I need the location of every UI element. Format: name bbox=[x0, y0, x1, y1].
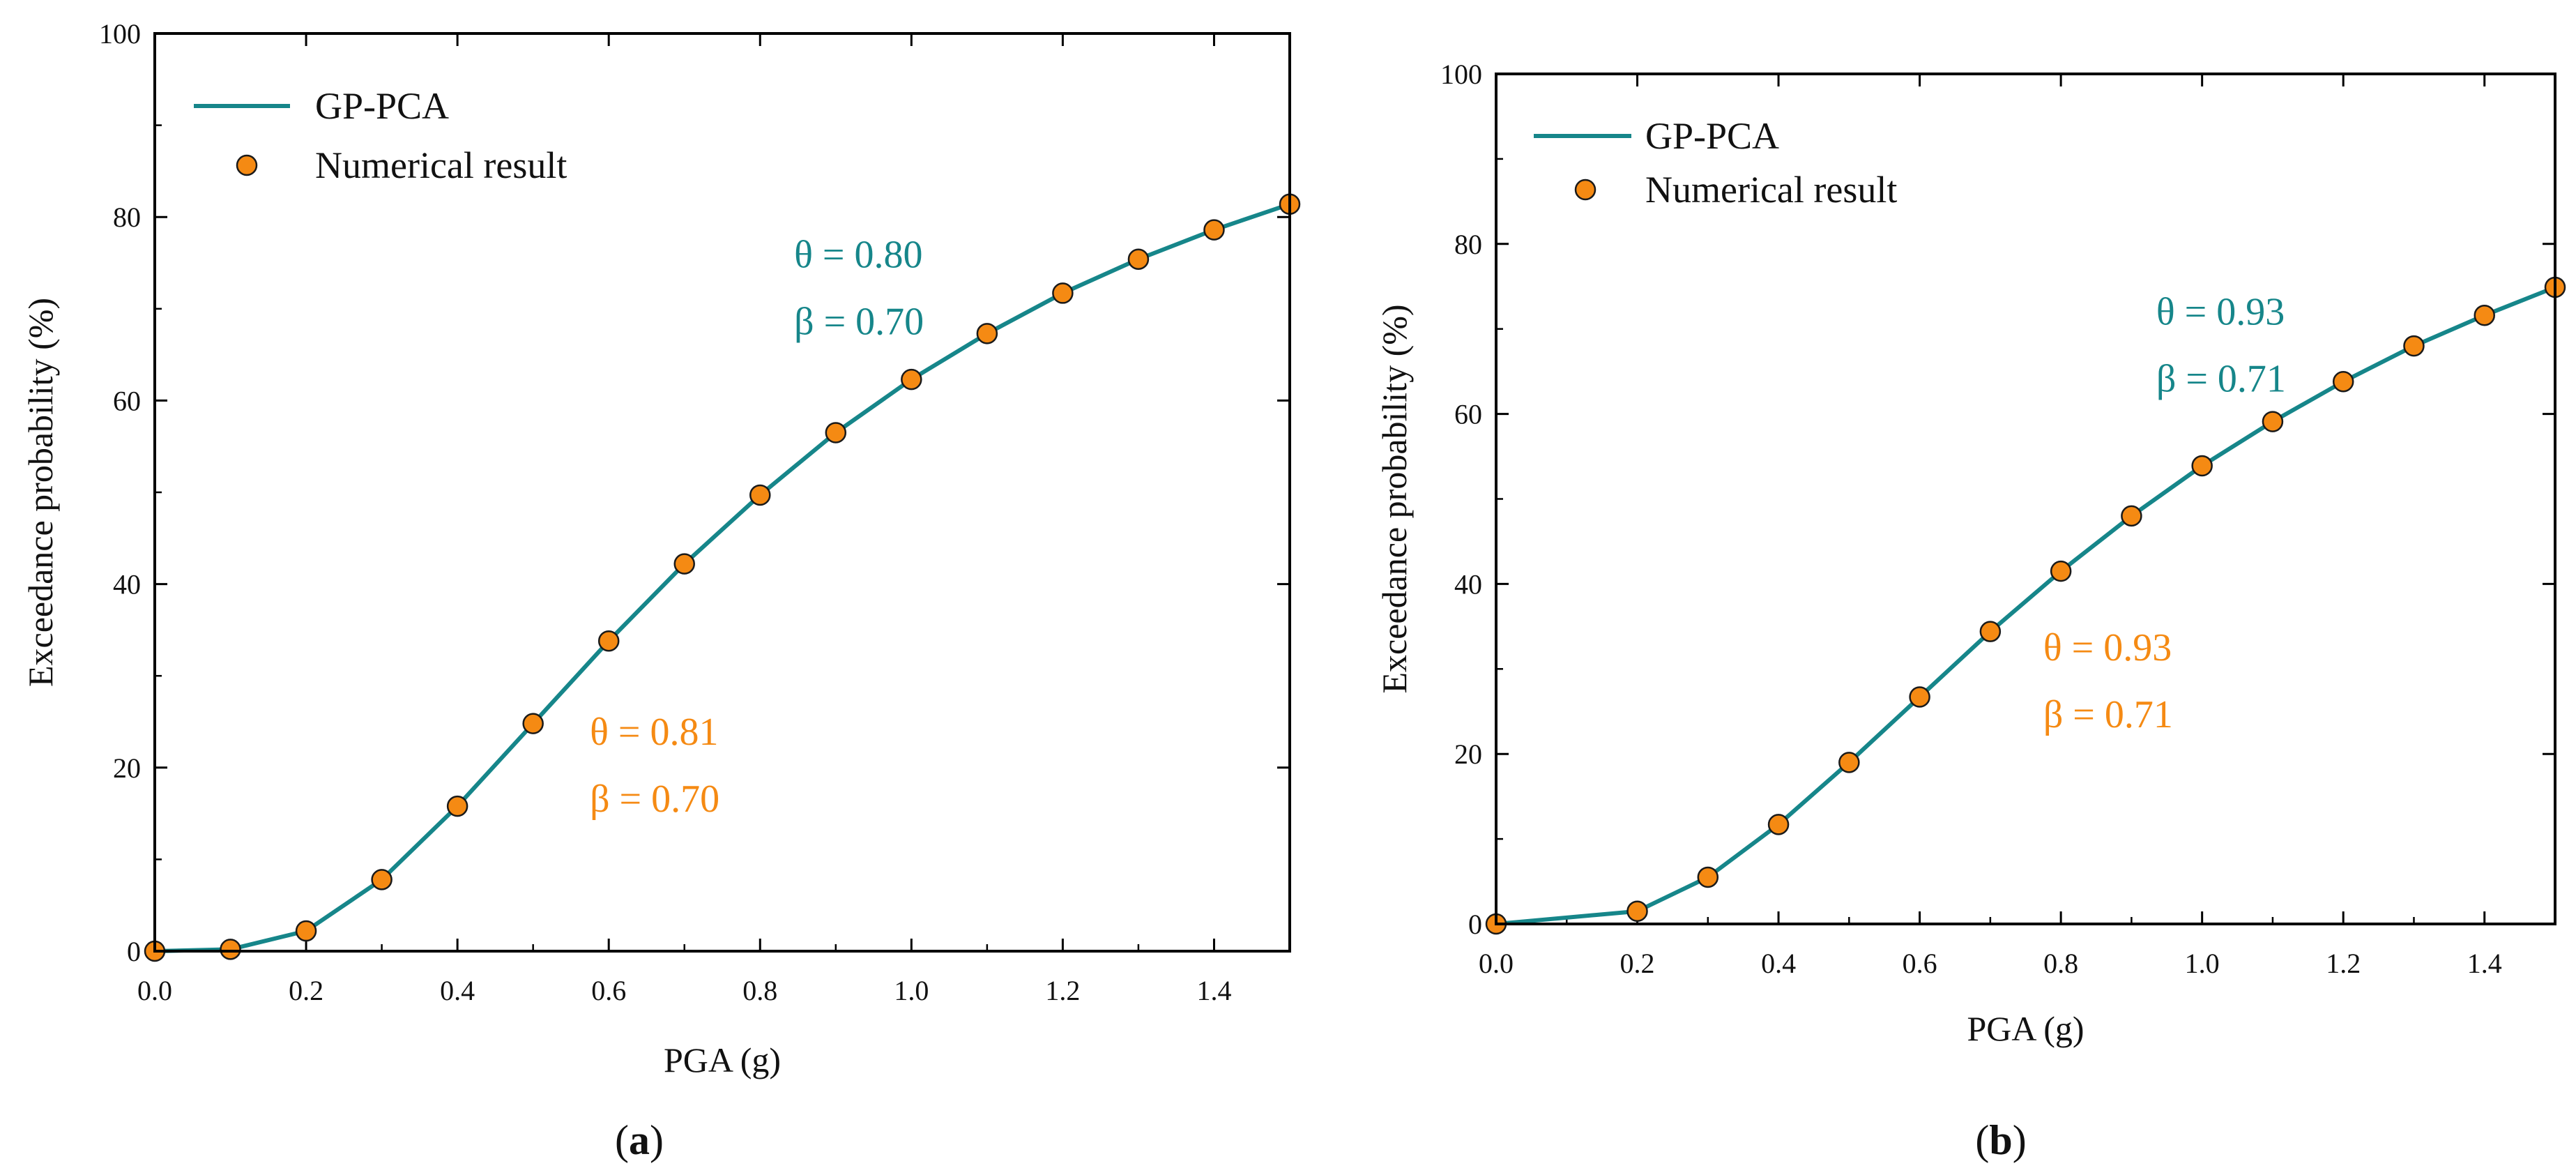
data-point-a-14 bbox=[1203, 219, 1225, 241]
data-point-a-3 bbox=[371, 869, 393, 890]
plot-frame-a bbox=[153, 32, 1291, 953]
annotation-b-line-beta: β = 0.71 bbox=[2156, 358, 2286, 401]
legend-label-gp-pca-a: GP-PCA bbox=[315, 85, 449, 127]
data-point-a-1 bbox=[220, 939, 241, 960]
annotation-a-line-theta: θ = 0.80 bbox=[794, 234, 922, 277]
annotations-a: θ = 0.80 β = 0.70 θ = 0.81 β = 0.70 bbox=[590, 234, 924, 821]
data-point-b-7 bbox=[2050, 560, 2072, 582]
x-tick-label-a-2: 0.4 bbox=[440, 975, 475, 1006]
data-point-a-2 bbox=[295, 920, 317, 942]
legend-b: GP-PCA Numerical result bbox=[1534, 115, 1897, 211]
y-tick-label-b-5: 100 bbox=[1440, 59, 1482, 90]
plot-marks-b: 0.0 0.2 0.4 0.6 0.8 1.0 1.2 1.4 0 20 40 60 80 100 bbox=[1440, 59, 2566, 979]
chart-panel-a: 0.0 0.2 0.4 0.6 0.8 1.0 1.2 1.4 0 20 40 60 80 100 GP-… bbox=[21, 18, 1301, 1163]
data-point-b-2 bbox=[1697, 866, 1719, 888]
legend-label-numerical-a: Numerical result bbox=[315, 144, 567, 186]
y-tick-label-a-3: 60 bbox=[113, 385, 141, 416]
data-point-a-12 bbox=[1052, 282, 1074, 304]
x-tick-label-b-0: 0.0 bbox=[1479, 948, 1514, 979]
y-tick-label-a-2: 40 bbox=[113, 569, 141, 600]
y-tick-label-b-4: 80 bbox=[1454, 229, 1482, 260]
data-point-a-9 bbox=[825, 422, 847, 444]
data-point-a-11 bbox=[976, 323, 998, 344]
panel-label-a: (a) bbox=[615, 1117, 664, 1163]
x-tick-label-a-5: 1.0 bbox=[894, 975, 929, 1006]
annotation-b-marker-theta: θ = 0.93 bbox=[2043, 626, 2172, 669]
x-tick-label-b-5: 1.0 bbox=[2185, 948, 2220, 979]
x-tick-label-a-6: 1.2 bbox=[1045, 975, 1080, 1006]
y-tick-label-b-2: 40 bbox=[1454, 568, 1482, 600]
x-axis-title-b: PGA (g) bbox=[1967, 1009, 2084, 1048]
annotation-a-marker-theta: θ = 0.81 bbox=[590, 711, 718, 754]
data-point-b-11 bbox=[2332, 371, 2354, 393]
x-tick-label-b-7: 1.4 bbox=[2467, 948, 2502, 979]
x-tick-label-b-4: 0.8 bbox=[2043, 948, 2078, 979]
y-axis-title-b: Exceedance probability (%) bbox=[1375, 304, 1414, 693]
data-point-b-3 bbox=[1767, 814, 1790, 835]
y-axis-title-a: Exceedance probability (%) bbox=[21, 298, 60, 687]
panel-label-b: (b) bbox=[1975, 1117, 2026, 1163]
data-point-a-10 bbox=[901, 368, 922, 391]
annotation-b-line-theta: θ = 0.93 bbox=[2156, 291, 2285, 334]
panel-label-a-letter: a bbox=[629, 1117, 650, 1163]
legend-marker-swatch-b bbox=[1574, 179, 1596, 201]
plot-frame-b bbox=[1495, 73, 2556, 925]
legend-marker-swatch-a bbox=[236, 154, 258, 176]
annotation-b-marker-beta: β = 0.71 bbox=[2043, 693, 2173, 736]
data-point-a-8 bbox=[749, 484, 771, 506]
y-tick-label-a-4: 80 bbox=[113, 202, 141, 233]
x-tick-label-b-1: 0.2 bbox=[1620, 948, 1655, 979]
y-tick-label-b-3: 60 bbox=[1454, 399, 1482, 430]
data-point-b-8 bbox=[2121, 505, 2142, 527]
data-point-b-13 bbox=[2474, 304, 2495, 326]
data-point-a-5 bbox=[522, 713, 544, 734]
x-tick-label-a-4: 0.8 bbox=[742, 975, 777, 1006]
x-tick-label-a-3: 0.6 bbox=[591, 975, 626, 1006]
annotation-a-line-beta: β = 0.70 bbox=[794, 301, 924, 344]
data-point-b-4 bbox=[1838, 752, 1860, 773]
data-point-b-6 bbox=[1979, 621, 2002, 642]
data-point-a-7 bbox=[673, 553, 695, 575]
series-line-gp-pca-a bbox=[154, 202, 1290, 953]
data-point-b-1 bbox=[1626, 900, 1648, 922]
annotations-b: θ = 0.93 β = 0.71 θ = 0.93 β = 0.71 bbox=[2043, 291, 2286, 737]
x-tick-label-a-0: 0.0 bbox=[137, 975, 172, 1006]
series-line-gp-pca-b bbox=[1495, 285, 2556, 926]
x-tick-label-b-3: 0.6 bbox=[1903, 948, 1937, 979]
data-point-b-10 bbox=[2262, 411, 2284, 432]
plot-marks-a: 0.0 0.2 0.4 0.6 0.8 1.0 1.2 1.4 0 20 40 60 80 100 bbox=[99, 18, 1301, 1006]
data-point-a-13 bbox=[1127, 248, 1150, 270]
data-point-b-5 bbox=[1909, 686, 1930, 708]
legend-label-numerical-b: Numerical result bbox=[1645, 169, 1897, 211]
y-tick-label-a-5: 100 bbox=[99, 18, 141, 50]
annotation-a-marker-beta: β = 0.70 bbox=[590, 778, 719, 821]
panel-label-b-letter: b bbox=[1989, 1117, 2012, 1163]
y-tick-label-b-1: 20 bbox=[1454, 738, 1482, 770]
data-point-a-6 bbox=[597, 630, 620, 652]
y-tick-label-a-1: 20 bbox=[113, 752, 141, 784]
x-axis-title-a: PGA (g) bbox=[664, 1040, 781, 1079]
legend-a: GP-PCA Numerical result bbox=[194, 85, 567, 186]
legend-label-gp-pca-b: GP-PCA bbox=[1645, 115, 1779, 157]
x-tick-label-b-6: 1.2 bbox=[2326, 948, 2361, 979]
x-tick-label-a-1: 0.2 bbox=[289, 975, 323, 1006]
data-point-b-12 bbox=[2403, 335, 2425, 357]
data-point-a-4 bbox=[446, 795, 468, 817]
y-tick-label-b-0: 0 bbox=[1468, 909, 1482, 940]
x-tick-label-b-2: 0.4 bbox=[1761, 948, 1796, 979]
chart-panel-b: 0.0 0.2 0.4 0.6 0.8 1.0 1.2 1.4 0 20 40 60 80 100 GP-… bbox=[1375, 59, 2566, 1163]
x-tick-label-a-7: 1.4 bbox=[1196, 975, 1231, 1006]
data-point-b-9 bbox=[2191, 455, 2213, 477]
y-tick-label-a-0: 0 bbox=[127, 936, 141, 967]
